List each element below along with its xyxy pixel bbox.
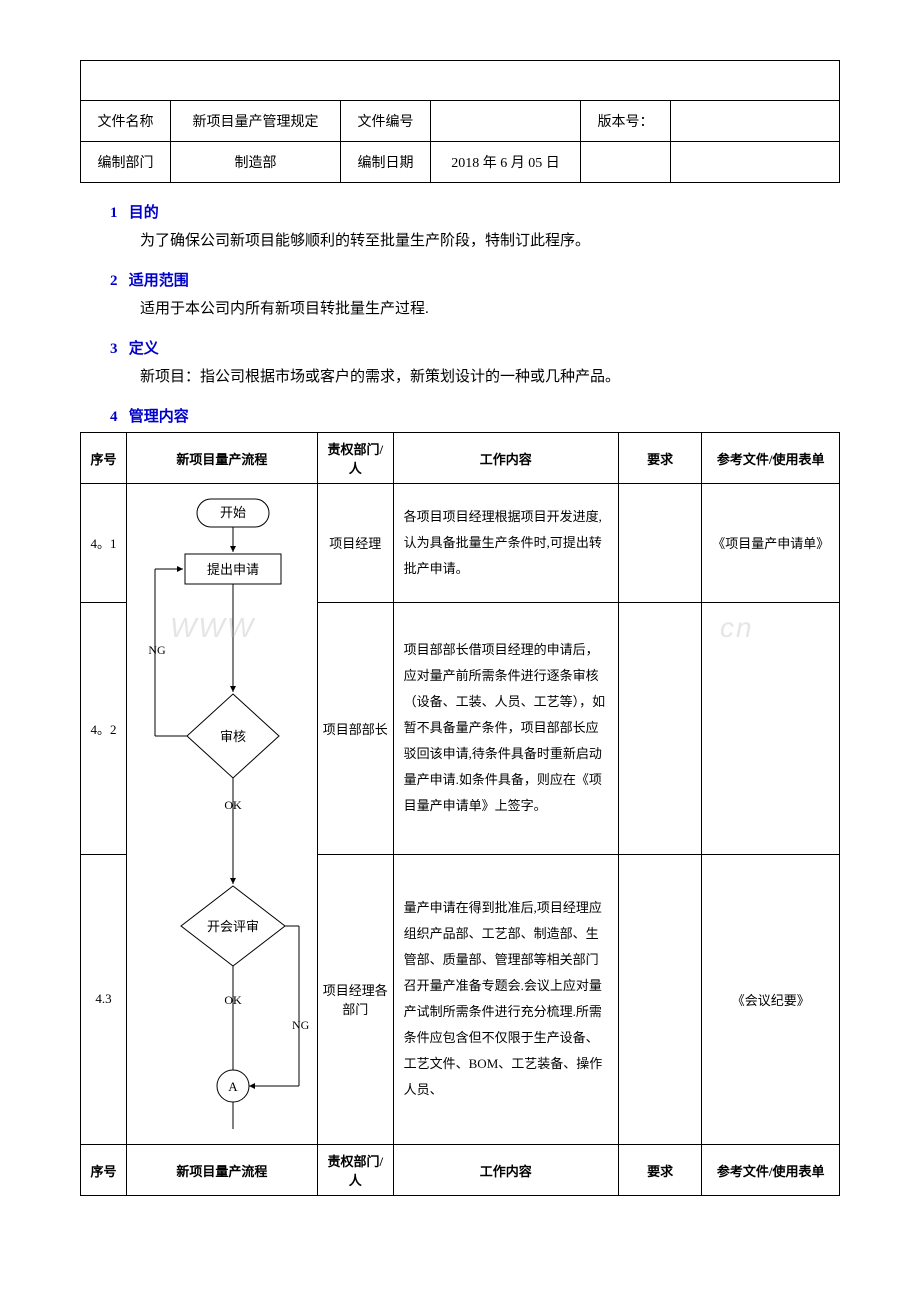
section-1-title: 目的 xyxy=(129,205,159,221)
content-table: 序号 新项目量产流程 责权部门/人 工作内容 要求 参考文件/使用表单 4。1 xyxy=(80,432,840,1196)
value-file-name: 新项目量产管理规定 xyxy=(171,101,341,142)
th-seq: 序号 xyxy=(81,433,127,484)
th-flow: 新项目量产流程 xyxy=(126,433,317,484)
table-foot-row: 序号 新项目量产流程 责权部门/人 工作内容 要求 参考文件/使用表单 xyxy=(81,1145,840,1196)
th-req-2: 要求 xyxy=(618,1145,702,1196)
section-3-body: 新项目：指公司根据市场或客户的需求，新策划设计的一种或几种产品。 xyxy=(140,364,840,391)
blank-2 xyxy=(671,142,840,183)
cell-ref-1: 《项目量产申请单》 xyxy=(702,484,840,603)
content-table-wrap: 序号 新项目量产流程 责权部门/人 工作内容 要求 参考文件/使用表单 4。1 xyxy=(80,432,840,1196)
value-date: 2018 年 6 月 05 日 xyxy=(431,142,581,183)
th-ref: 参考文件/使用表单 xyxy=(702,433,840,484)
cell-ref-3: 《会议纪要》 xyxy=(702,854,840,1144)
cell-seq-2: 4。2 xyxy=(81,602,127,854)
flow-ok-1: OK xyxy=(224,798,242,812)
header-row-1: 文件名称 新项目量产管理规定 文件编号 版本号： xyxy=(81,101,840,142)
header-empty-row xyxy=(81,61,840,101)
flow-apply: 提出申请 xyxy=(207,562,259,577)
flow-ng-2: NG xyxy=(292,1018,310,1032)
th-work-2: 工作内容 xyxy=(393,1145,618,1196)
label-file-name: 文件名称 xyxy=(81,101,171,142)
section-2-heading: 2 适用范围 xyxy=(110,269,840,290)
flow-ng-1: NG xyxy=(148,643,166,657)
cell-req-2 xyxy=(618,602,702,854)
section-3-heading: 3 定义 xyxy=(110,337,840,358)
value-file-code xyxy=(431,101,581,142)
section-3-title: 定义 xyxy=(129,341,159,357)
section-4-num: 4 xyxy=(110,409,118,425)
cell-flow: 开始 提出申请 NG xyxy=(126,484,317,1145)
value-version xyxy=(671,101,840,142)
flowchart-svg: 开始 提出申请 NG xyxy=(127,484,317,1144)
section-4-heading: 4 管理内容 xyxy=(110,405,840,426)
th-ref-2: 参考文件/使用表单 xyxy=(702,1145,840,1196)
th-dept: 责权部门/人 xyxy=(317,433,393,484)
flow-review: 审核 xyxy=(220,729,246,744)
section-1-num: 1 xyxy=(110,205,118,221)
cell-seq-1: 4。1 xyxy=(81,484,127,603)
header-table: 文件名称 新项目量产管理规定 文件编号 版本号： 编制部门 制造部 编制日期 2… xyxy=(80,60,840,183)
table-row: 4。1 开始 xyxy=(81,484,840,603)
section-1-heading: 1 目的 xyxy=(110,201,840,222)
header-row-2: 编制部门 制造部 编制日期 2018 年 6 月 05 日 xyxy=(81,142,840,183)
flow-start: 开始 xyxy=(220,505,246,520)
blank-1 xyxy=(581,142,671,183)
flow-meeting: 开会评审 xyxy=(207,919,259,934)
label-dept: 编制部门 xyxy=(81,142,171,183)
section-2-body: 适用于本公司内所有新项目转批量生产过程. xyxy=(140,296,840,323)
th-req: 要求 xyxy=(618,433,702,484)
flow-ok-2: OK xyxy=(224,993,242,1007)
label-version: 版本号： xyxy=(581,101,671,142)
label-date: 编制日期 xyxy=(341,142,431,183)
section-3-num: 3 xyxy=(110,341,118,357)
table-head-row: 序号 新项目量产流程 责权部门/人 工作内容 要求 参考文件/使用表单 xyxy=(81,433,840,484)
cell-ref-2 xyxy=(702,602,840,854)
section-4-title: 管理内容 xyxy=(129,409,189,425)
th-dept-2: 责权部门/人 xyxy=(317,1145,393,1196)
th-flow-2: 新项目量产流程 xyxy=(126,1145,317,1196)
flow-a: A xyxy=(228,1079,238,1094)
cell-seq-3: 4.3 xyxy=(81,854,127,1144)
cell-work-3: 量产申请在得到批准后,项目经理应组织产品部、工艺部、制造部、生管部、质量部、管理… xyxy=(393,854,618,1144)
value-dept: 制造部 xyxy=(171,142,341,183)
page: 文件名称 新项目量产管理规定 文件编号 版本号： 编制部门 制造部 编制日期 2… xyxy=(0,0,920,1236)
section-2-title: 适用范围 xyxy=(129,273,189,289)
section-1-body: 为了确保公司新项目能够顺利的转至批量生产阶段，特制订此程序。 xyxy=(140,228,840,255)
cell-req-1 xyxy=(618,484,702,603)
cell-dept-3: 项目经理各部门 xyxy=(317,854,393,1144)
cell-work-1: 各项目项目经理根据项目开发进度,认为具备批量生产条件时,可提出转批产申请。 xyxy=(393,484,618,603)
label-file-code: 文件编号 xyxy=(341,101,431,142)
cell-work-2: 项目部部长借项目经理的申请后，应对量产前所需条件进行逐条审核（设备、工装、人员、… xyxy=(393,602,618,854)
section-2-num: 2 xyxy=(110,273,118,289)
th-seq-2: 序号 xyxy=(81,1145,127,1196)
cell-dept-2: 项目部部长 xyxy=(317,602,393,854)
cell-dept-1: 项目经理 xyxy=(317,484,393,603)
th-work: 工作内容 xyxy=(393,433,618,484)
cell-req-3 xyxy=(618,854,702,1144)
